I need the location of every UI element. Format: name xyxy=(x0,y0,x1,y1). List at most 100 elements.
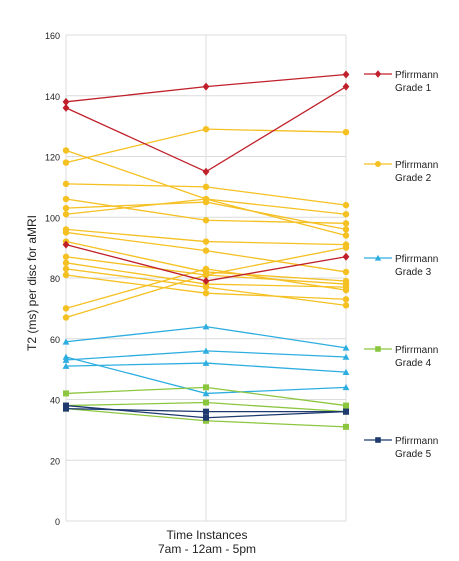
data-point xyxy=(62,97,70,106)
legend-label: Pfirrmann xyxy=(395,345,438,356)
data-point xyxy=(342,226,350,233)
data-point xyxy=(342,268,350,276)
data-point xyxy=(342,70,350,79)
data-point xyxy=(202,247,210,254)
legend-label: Grade 1 xyxy=(395,83,432,94)
data-point xyxy=(62,353,70,360)
data-point xyxy=(62,265,70,273)
y-axis-tick-labels: 0 20 40 60 80 100 120 140 160 xyxy=(45,31,60,527)
data-point xyxy=(202,238,210,245)
series-lines xyxy=(62,70,350,430)
data-point xyxy=(342,353,350,360)
data-point xyxy=(374,254,382,261)
legend-item: Pfirrmann Grade 3 xyxy=(364,254,438,278)
data-point xyxy=(342,296,350,303)
y-axis-label: T2 (ms) per disc for aMRI xyxy=(25,215,39,351)
data-point xyxy=(62,180,70,188)
y-tick-label: 120 xyxy=(45,153,60,163)
data-point xyxy=(342,244,350,251)
data-point xyxy=(343,402,349,409)
data-point xyxy=(202,183,210,191)
data-point xyxy=(62,240,70,249)
data-point xyxy=(202,289,210,297)
data-point xyxy=(62,338,70,345)
legend-item: Pfirrmann Grade 5 xyxy=(364,436,438,460)
data-point xyxy=(202,82,210,91)
data-point xyxy=(203,399,209,406)
data-point xyxy=(62,211,70,218)
data-point xyxy=(202,195,210,203)
y-tick-label: 160 xyxy=(45,31,60,41)
data-point xyxy=(342,286,350,294)
data-point xyxy=(63,390,69,397)
series-group xyxy=(63,402,349,421)
legend-label: Grade 4 xyxy=(395,358,432,369)
data-point xyxy=(342,211,350,218)
legend-label: Grade 2 xyxy=(395,173,432,184)
data-point xyxy=(202,271,210,279)
x-axis-sublabel: 7am - 12am - 5pm xyxy=(158,542,256,556)
data-point xyxy=(62,271,70,279)
series-group xyxy=(62,125,350,321)
data-point xyxy=(202,323,210,330)
data-point xyxy=(62,362,70,369)
y-tick-label: 100 xyxy=(45,213,60,223)
data-point xyxy=(202,277,210,286)
data-point xyxy=(62,103,70,112)
legend-label: Pfirrmann xyxy=(395,70,438,81)
data-point xyxy=(62,314,70,321)
data-point xyxy=(342,232,350,239)
data-point xyxy=(342,129,350,136)
data-point xyxy=(63,405,69,412)
y-tick-label: 20 xyxy=(50,456,60,466)
data-point xyxy=(342,383,350,391)
series-group xyxy=(62,70,350,286)
data-point xyxy=(342,201,350,209)
data-point xyxy=(202,347,210,354)
legend-item: Pfirrmann Grade 4 xyxy=(364,345,438,369)
data-point xyxy=(202,125,210,133)
data-point xyxy=(375,346,381,352)
data-point xyxy=(202,390,210,397)
data-point xyxy=(343,408,349,415)
legend-item: Pfirrmann Grade 1 xyxy=(364,70,438,94)
data-point xyxy=(375,437,381,443)
data-point xyxy=(202,217,210,224)
data-point xyxy=(342,252,350,261)
data-point xyxy=(202,283,210,291)
data-point xyxy=(202,265,210,273)
series-group xyxy=(62,323,350,397)
data-point xyxy=(342,302,350,309)
data-point xyxy=(342,368,350,375)
data-point xyxy=(62,259,70,267)
data-point xyxy=(342,344,350,351)
legend-label: Pfirrmann xyxy=(395,436,438,447)
data-point xyxy=(202,167,210,176)
data-point xyxy=(63,402,69,409)
legend-label: Grade 3 xyxy=(395,267,432,278)
data-point xyxy=(203,384,209,391)
data-point xyxy=(62,195,70,203)
legend-label: Grade 5 xyxy=(395,449,432,460)
y-tick-label: 140 xyxy=(45,92,60,102)
data-point xyxy=(375,161,381,167)
y-tick-label: 40 xyxy=(50,396,60,406)
data-point xyxy=(62,305,70,312)
data-point xyxy=(62,229,70,236)
data-point xyxy=(203,414,209,421)
y-tick-label: 60 xyxy=(50,335,60,345)
data-point xyxy=(62,204,70,212)
y-tick-label: 0 xyxy=(55,517,60,527)
legend-item: Pfirrmann Grade 2 xyxy=(364,160,438,184)
data-point xyxy=(62,147,70,154)
data-point xyxy=(62,159,70,166)
x-axis-label: Time Instances xyxy=(167,528,248,542)
data-point xyxy=(203,417,209,424)
data-point xyxy=(342,220,350,227)
data-point xyxy=(202,359,210,366)
data-point xyxy=(342,82,350,91)
data-point xyxy=(62,253,70,260)
